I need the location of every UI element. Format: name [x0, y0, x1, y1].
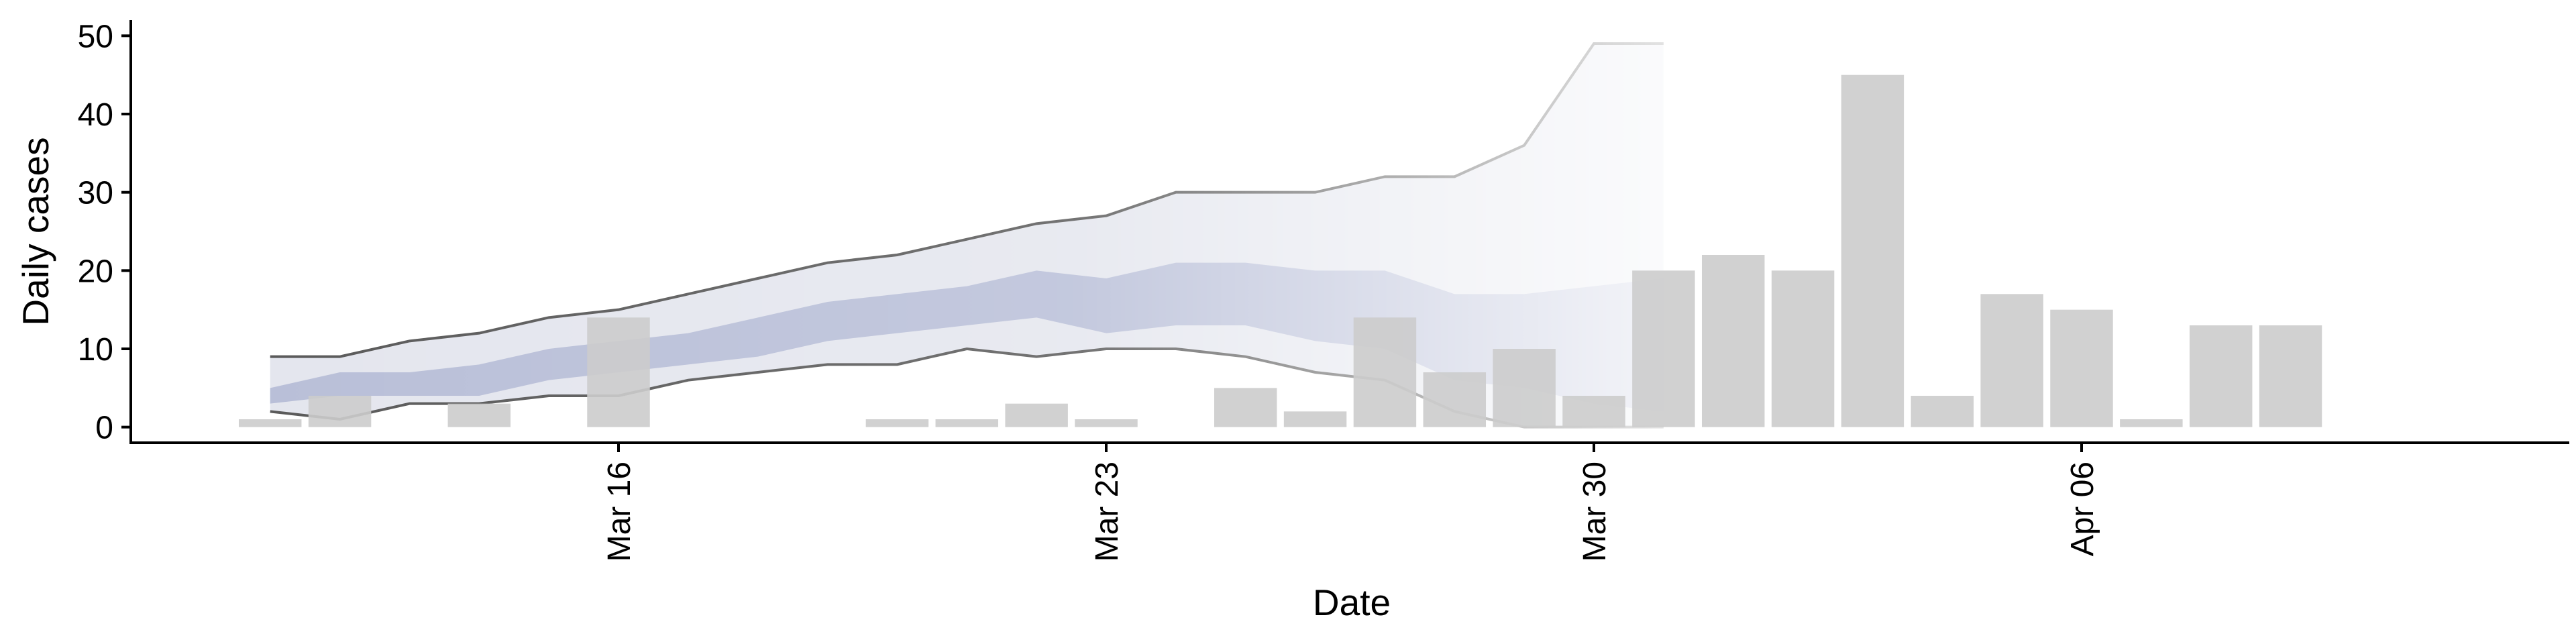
projection-layer: [270, 42, 1664, 429]
x-tick-label-2020-04-06: Apr 06: [2065, 462, 2100, 556]
x-tick-label-2020-03-30: Mar 30: [1577, 462, 1613, 561]
y-tick-label-40: 40: [78, 97, 113, 133]
bar-2020-03-25: [1214, 388, 1277, 427]
bar-2020-03-26: [1283, 411, 1347, 427]
bar-2020-03-23: [1075, 419, 1138, 427]
bar-2020-04-09: [2259, 325, 2322, 427]
inner-interval-band: [270, 262, 1664, 412]
bar-2020-03-14: [447, 403, 511, 427]
y-tick-label-30: 30: [78, 176, 113, 211]
bar-2020-03-12: [308, 396, 372, 427]
y-tick-label-10: 10: [78, 332, 113, 368]
bar-2020-04-02: [1771, 270, 1835, 427]
bar-2020-03-29: [1493, 349, 1556, 427]
bar-2020-04-04: [1911, 396, 1974, 427]
bar-2020-03-16: [587, 317, 650, 427]
bar-2020-03-21: [935, 419, 999, 427]
bar-2020-03-31: [1632, 270, 1695, 427]
ticks: 0 10 20 30 40 50 Mar 16 Mar 23 Mar 30 Apr 06: [78, 19, 2100, 561]
bar-2020-03-20: [865, 419, 929, 427]
bar-2020-04-08: [2189, 325, 2253, 427]
x-tick-label-2020-03-16: Mar 16: [602, 462, 637, 561]
bar-2020-04-01: [1701, 255, 1765, 427]
bar-2020-03-28: [1423, 372, 1487, 427]
bar-2020-03-22: [1005, 403, 1068, 427]
bar-2020-04-03: [1841, 74, 1904, 427]
bars-layer: [238, 74, 2392, 427]
x-axis-title: Date: [1313, 582, 1391, 623]
bar-2020-04-06: [2050, 309, 2113, 427]
bar-2020-04-07: [2120, 419, 2183, 427]
upper-bound-line: [270, 42, 1664, 358]
y-tick-label-50: 50: [78, 19, 113, 54]
y-tick-label-20: 20: [78, 254, 113, 289]
bar-2020-03-27: [1353, 317, 1417, 427]
y-axis-title: Daily cases: [15, 137, 56, 325]
bar-2020-03-11: [238, 419, 302, 427]
bar-2020-03-30: [1562, 396, 1625, 427]
y-tick-label-0: 0: [95, 411, 113, 446]
bar-2020-04-05: [1980, 294, 2043, 427]
x-tick-label-2020-03-23: Mar 23: [1089, 462, 1125, 561]
axes: [129, 20, 2569, 444]
